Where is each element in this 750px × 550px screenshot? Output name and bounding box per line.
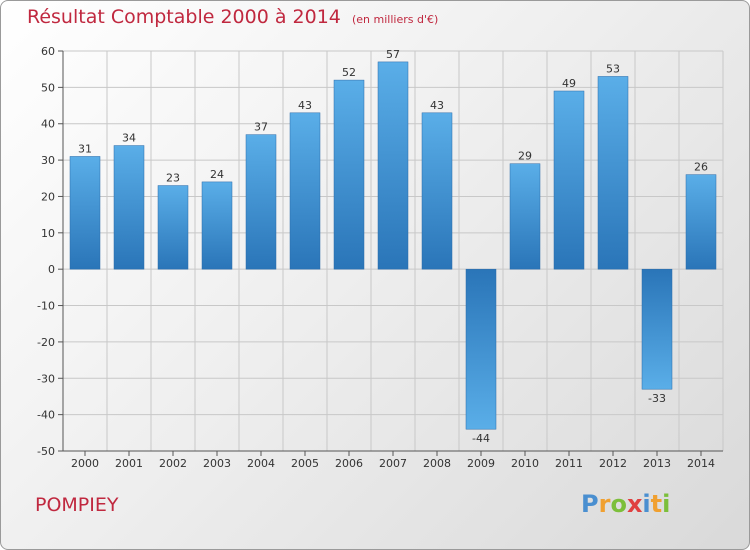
y-tick-label: 50 bbox=[41, 81, 55, 94]
data-label-2003: 24 bbox=[210, 168, 224, 181]
y-tick-label: -40 bbox=[37, 409, 55, 422]
data-label-2008: 43 bbox=[430, 99, 444, 112]
x-tick-label: 2007 bbox=[379, 457, 407, 470]
y-tick-label: 10 bbox=[41, 227, 55, 240]
y-tick-label: 0 bbox=[48, 263, 55, 276]
y-tick-label: -30 bbox=[37, 372, 55, 385]
bar-2006 bbox=[333, 79, 365, 270]
bar-2004 bbox=[245, 134, 277, 270]
data-label-2001: 34 bbox=[122, 132, 136, 145]
logo-letter: P bbox=[581, 490, 599, 518]
bar-2000 bbox=[69, 156, 101, 270]
data-label-2007: 57 bbox=[386, 48, 400, 61]
data-label-2006: 52 bbox=[342, 66, 356, 79]
logo-letter: t bbox=[650, 490, 663, 518]
logo-letter: o bbox=[610, 490, 627, 518]
logo-letter: i bbox=[642, 490, 651, 518]
x-tick-label: 2011 bbox=[555, 457, 583, 470]
bar-2009 bbox=[465, 268, 497, 430]
data-label-2004: 37 bbox=[254, 121, 268, 134]
logo-letter: i bbox=[662, 490, 671, 518]
bar-2005 bbox=[289, 112, 321, 270]
data-label-2009: -44 bbox=[472, 432, 490, 445]
commune-name: POMPIEY bbox=[35, 494, 119, 516]
x-tick-label: 2004 bbox=[247, 457, 275, 470]
bar-2013 bbox=[641, 268, 673, 390]
x-tick-label: 2012 bbox=[599, 457, 627, 470]
bar-2002 bbox=[157, 185, 189, 270]
bar-2012 bbox=[597, 76, 629, 270]
logo-letter: x bbox=[626, 490, 643, 518]
y-tick-label: 20 bbox=[41, 190, 55, 203]
x-tick-label: 2006 bbox=[335, 457, 363, 470]
x-tick-label: 2001 bbox=[115, 457, 143, 470]
data-label-2000: 31 bbox=[78, 142, 92, 155]
x-tick-label: 2002 bbox=[159, 457, 187, 470]
y-tick-label: 60 bbox=[41, 45, 55, 58]
x-tick-label: 2013 bbox=[643, 457, 671, 470]
chart-unit-label: (en milliers d'€) bbox=[351, 13, 439, 26]
chart-title-text: Résultat Comptable 2000 à 2014 bbox=[27, 6, 341, 28]
bar-2003 bbox=[201, 181, 233, 270]
data-label-2010: 29 bbox=[518, 150, 532, 163]
data-label-2002: 23 bbox=[166, 172, 180, 185]
data-label-2013: -33 bbox=[648, 392, 666, 405]
data-label-2011: 49 bbox=[562, 77, 576, 90]
x-tick-label: 2010 bbox=[511, 457, 539, 470]
y-tick-label: 30 bbox=[41, 154, 55, 167]
proxiti-logo: Proxiti bbox=[581, 490, 670, 518]
x-tick-label: 2009 bbox=[467, 457, 495, 470]
logo-letter: r bbox=[598, 490, 611, 518]
y-tick-label: -50 bbox=[37, 445, 55, 458]
y-tick-label: -10 bbox=[37, 300, 55, 313]
bar-2011 bbox=[553, 90, 585, 270]
bar-2014 bbox=[685, 174, 717, 270]
bar-2001 bbox=[113, 145, 145, 270]
bar-2010 bbox=[509, 163, 541, 270]
data-label-2005: 43 bbox=[298, 99, 312, 112]
data-label-2014: 26 bbox=[694, 161, 708, 174]
y-tick-label: -20 bbox=[37, 336, 55, 349]
x-tick-label: 2005 bbox=[291, 457, 319, 470]
bar-2007 bbox=[377, 61, 409, 270]
y-tick-label: 40 bbox=[41, 118, 55, 131]
bar-2008 bbox=[421, 112, 453, 270]
x-tick-label: 2003 bbox=[203, 457, 231, 470]
data-label-2012: 53 bbox=[606, 62, 620, 75]
x-tick-label: 2008 bbox=[423, 457, 451, 470]
x-tick-label: 2014 bbox=[687, 457, 715, 470]
chart-title: Résultat Comptable 2000 à 2014 (en milli… bbox=[27, 6, 438, 28]
x-tick-label: 2000 bbox=[71, 457, 99, 470]
